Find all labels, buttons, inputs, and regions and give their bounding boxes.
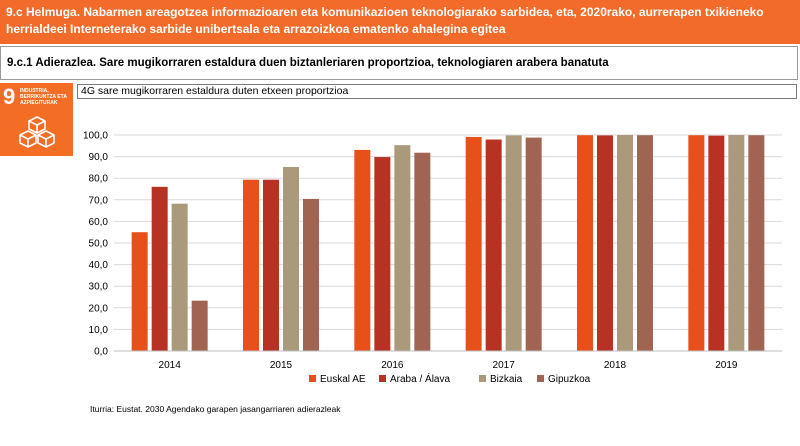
bar-2017-euskal-ae [465,136,482,351]
y-tick-label: 0,0 [94,347,108,358]
y-tick-label: 30,0 [89,282,109,293]
y-tick-label: 20,0 [89,303,109,314]
chart-title: 4G sare mugikorraren estaldura duten etx… [77,84,797,99]
y-tick-label: 70,0 [89,195,109,206]
indicator-title: 9.c.1 Adierazlea. Sare mugikorraren esta… [7,57,609,69]
legend-swatch [479,375,486,382]
bar-2018-euskal-ae [577,135,593,351]
x-tick-label: 2019 [715,360,738,371]
goal-title: 9.c Helmuga. Nabarmen areagotzea informa… [6,5,764,36]
bar-2016-araba-lava [374,157,391,351]
x-tick-label: 2018 [604,360,627,371]
legend-label: Araba / Álava [390,372,450,385]
bar-2018-araba-lava [597,135,613,351]
bar-2015-araba-lava [263,179,279,351]
bar-2016-euskal-ae [354,149,371,351]
chart-title-text: 4G sare mugikorraren estaldura duten etx… [81,85,349,97]
source-text: Iturria: Eustat. 2030 Agendako garapen j… [90,404,341,414]
y-tick-label: 60,0 [89,217,109,228]
bar-2015-gipuzkoa [303,198,319,351]
y-tick-label: 80,0 [89,174,109,185]
bar-2019-bizkaia [728,135,745,351]
y-tick-label: 100,0 [83,131,108,142]
bar-2014-bizkaia [171,203,188,351]
bar-2016-bizkaia [394,145,411,351]
bar-2019-euskal-ae [688,135,705,351]
x-tick-label: 2016 [381,360,404,371]
sdg-goal-name: INDUSTRIA, BERRIKUNTZA ETA AZPIEGITURAK [20,88,67,106]
y-tick-label: 90,0 [89,152,109,163]
bar-2014-euskal-ae [131,232,148,351]
sdg-goal-number: 9 [3,84,16,109]
bar-2018-bizkaia [617,135,633,351]
bar-2017-araba-lava [485,139,502,351]
y-tick-label: 40,0 [89,260,109,271]
bar-2017-bizkaia [505,135,522,351]
legend-swatch [379,375,386,382]
sdg-goal-tile: 9 INDUSTRIA, BERRIKUNTZA ETA AZPIEGITURA… [0,83,73,156]
legend-label: Bizkaia [490,374,523,385]
bar-2014-gipuzkoa [191,300,208,351]
source-note: Iturria: Eustat. 2030 Agendako garapen j… [90,404,340,414]
goal-banner: 9.c Helmuga. Nabarmen areagotzea informa… [0,0,800,44]
bar-2014-araba-lava [151,186,168,351]
y-tick-label: 10,0 [89,325,109,336]
bar-2018-gipuzkoa [637,135,653,351]
legend-label: Euskal AE [320,374,366,385]
bar-2015-bizkaia [283,166,299,351]
cube-icon [19,116,55,148]
bar-2019-gipuzkoa [748,135,765,351]
bar-2017-gipuzkoa [525,137,542,351]
legend-swatch [309,375,316,382]
y-tick-label: 50,0 [89,239,109,250]
x-tick-label: 2015 [270,360,293,371]
bar-2016-gipuzkoa [414,152,431,351]
legend-label: Gipuzkoa [548,374,591,385]
bar-2019-araba-lava [708,135,725,351]
legend-swatch [537,375,544,382]
x-tick-label: 2017 [493,360,516,371]
x-tick-label: 2014 [159,360,182,371]
bar-chart: 0,0 10,0 20,0 30,0 40,0 50,0 60,0 70,0 80,0 90,0 1… [83,131,782,385]
bar-2015-euskal-ae [243,179,259,351]
indicator-box: 9.c.1 Adierazlea. Sare mugikorraren esta… [0,46,798,80]
